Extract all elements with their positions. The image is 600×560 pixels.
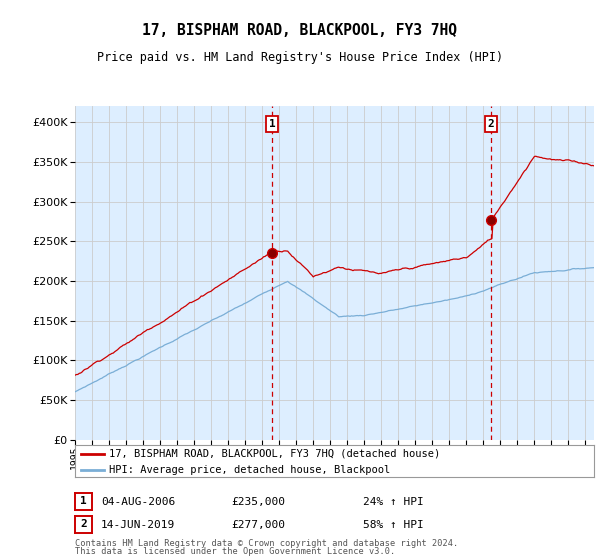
Text: 14-JUN-2019: 14-JUN-2019 (101, 520, 175, 530)
Text: 24% ↑ HPI: 24% ↑ HPI (363, 497, 424, 507)
Text: HPI: Average price, detached house, Blackpool: HPI: Average price, detached house, Blac… (109, 465, 390, 475)
Text: Price paid vs. HM Land Registry's House Price Index (HPI): Price paid vs. HM Land Registry's House … (97, 50, 503, 64)
Text: Contains HM Land Registry data © Crown copyright and database right 2024.: Contains HM Land Registry data © Crown c… (75, 539, 458, 548)
Text: 17, BISPHAM ROAD, BLACKPOOL, FY3 7HQ (detached house): 17, BISPHAM ROAD, BLACKPOOL, FY3 7HQ (de… (109, 449, 440, 459)
Text: 58% ↑ HPI: 58% ↑ HPI (363, 520, 424, 530)
Text: 17, BISPHAM ROAD, BLACKPOOL, FY3 7HQ: 17, BISPHAM ROAD, BLACKPOOL, FY3 7HQ (143, 24, 458, 38)
Text: £235,000: £235,000 (231, 497, 285, 507)
Text: This data is licensed under the Open Government Licence v3.0.: This data is licensed under the Open Gov… (75, 547, 395, 556)
Text: 2: 2 (488, 119, 494, 129)
Text: 1: 1 (80, 496, 87, 506)
Text: 2: 2 (80, 519, 87, 529)
Text: 04-AUG-2006: 04-AUG-2006 (101, 497, 175, 507)
Text: £277,000: £277,000 (231, 520, 285, 530)
Text: 1: 1 (269, 119, 275, 129)
